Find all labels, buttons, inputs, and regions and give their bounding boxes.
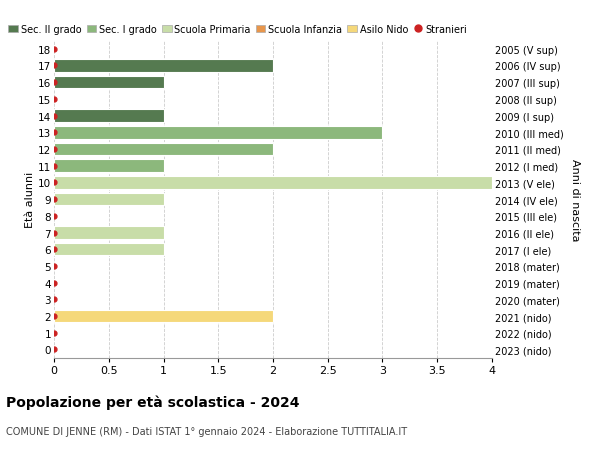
Bar — [54, 127, 383, 139]
Y-axis label: Anni di nascita: Anni di nascita — [570, 158, 580, 241]
Y-axis label: Età alunni: Età alunni — [25, 172, 35, 228]
Bar — [54, 110, 163, 123]
Bar — [54, 193, 163, 206]
Text: COMUNE DI JENNE (RM) - Dati ISTAT 1° gennaio 2024 - Elaborazione TUTTITALIA.IT: COMUNE DI JENNE (RM) - Dati ISTAT 1° gen… — [6, 426, 407, 436]
Bar — [54, 243, 163, 256]
Bar — [54, 60, 273, 73]
Bar — [54, 177, 492, 189]
Bar — [54, 160, 163, 173]
Bar — [54, 310, 273, 323]
Bar — [54, 227, 163, 239]
Legend: Sec. II grado, Sec. I grado, Scuola Primaria, Scuola Infanzia, Asilo Nido, Stran: Sec. II grado, Sec. I grado, Scuola Prim… — [5, 21, 472, 39]
Bar — [54, 77, 163, 89]
Text: Popolazione per età scolastica - 2024: Popolazione per età scolastica - 2024 — [6, 395, 299, 409]
Bar — [54, 143, 273, 156]
